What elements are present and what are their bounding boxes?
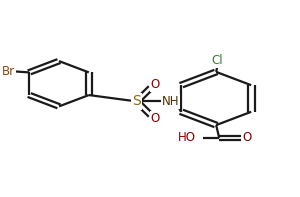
Text: NH: NH: [162, 95, 179, 108]
Text: HO: HO: [178, 131, 196, 144]
Text: O: O: [151, 78, 160, 91]
Text: O: O: [151, 112, 160, 125]
Text: Cl: Cl: [212, 54, 224, 67]
Text: O: O: [242, 131, 252, 144]
Text: Br: Br: [2, 65, 15, 78]
Text: S: S: [133, 94, 141, 109]
